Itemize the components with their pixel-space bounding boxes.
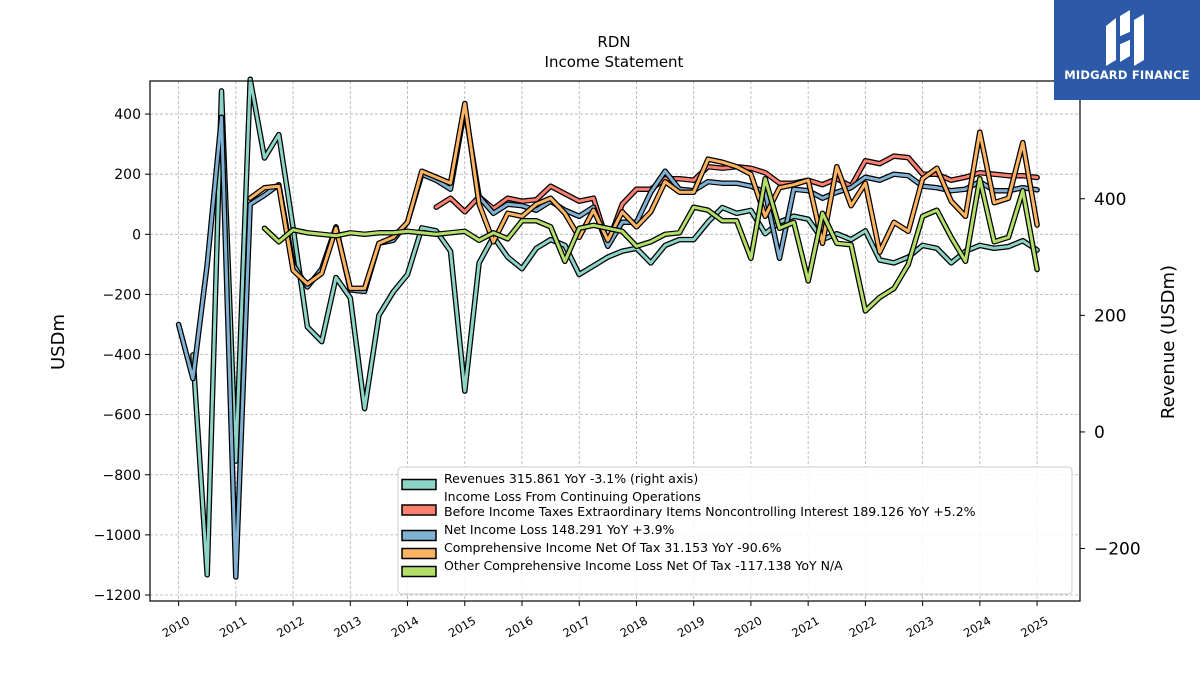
series-line-4 <box>263 177 1039 313</box>
x-tick-label: 2016 <box>503 613 535 640</box>
series-line-3 <box>248 102 1039 290</box>
y-tick-label: −800 <box>103 468 141 484</box>
y-tick-label: −600 <box>103 408 141 424</box>
plot-frame <box>149 80 1081 602</box>
x-tick-label: 2012 <box>274 613 306 640</box>
y-tick-label: 200 <box>114 167 141 183</box>
x-tick-label: 2011 <box>217 613 249 640</box>
x-tick-label: 2019 <box>675 613 707 640</box>
y-tick-label: −200 <box>103 287 141 303</box>
x-tick-label: 2013 <box>331 613 363 640</box>
y-tick-label: 0 <box>132 227 141 243</box>
y-right-tick-label: 200 <box>1094 306 1126 326</box>
logo-mark-icon <box>1106 10 1144 66</box>
x-tick-label: 2010 <box>160 613 192 640</box>
y-right-tick-label: −200 <box>1094 540 1141 560</box>
legend-label-0: Revenues 315.861 YoY -3.1% (right axis) <box>444 471 698 486</box>
legend-swatch-1 <box>401 504 437 516</box>
x-tick-label: 2020 <box>732 613 764 640</box>
x-tick-label: 2017 <box>560 613 592 640</box>
series-lines <box>175 76 1040 580</box>
y-tick-label: −1000 <box>94 528 141 544</box>
x-tick-label: 2014 <box>389 613 421 640</box>
legend-swatch-2 <box>401 529 437 542</box>
legend-label-1: Before Income Taxes Extraordinary Items … <box>444 504 976 519</box>
x-tick-label: 2022 <box>847 613 879 640</box>
y-tick-label: −1200 <box>94 588 141 604</box>
y-right-tick-label: 0 <box>1094 423 1105 443</box>
series-line-0 <box>191 77 1039 577</box>
x-tick-label: 2021 <box>789 613 821 640</box>
legend-label-4: Other Comprehensive Income Loss Net Of T… <box>444 558 843 573</box>
x-tick-label: 2025 <box>1018 613 1050 640</box>
logo-text: MIDGARD FINANCE <box>1064 68 1190 82</box>
y-tick-label: −400 <box>103 348 141 364</box>
legend-swatch-0 <box>401 478 437 491</box>
legend-label-2: Net Income Loss 148.291 YoY +3.9% <box>444 522 675 537</box>
y-right-tick-label: 400 <box>1094 190 1126 210</box>
midgard-finance-logo: MIDGARD FINANCE <box>1054 0 1200 100</box>
y-axis-label-left: USDm <box>48 314 69 370</box>
chart-title: RDN <box>597 33 630 51</box>
x-tick-label: 2024 <box>961 613 993 640</box>
legend-swatch-3 <box>401 547 437 560</box>
x-tick-label: 2015 <box>446 613 478 640</box>
grid <box>150 81 1080 601</box>
legend-label-3: Comprehensive Income Net Of Tax 31.153 Y… <box>444 540 782 555</box>
legend-box <box>397 466 1073 595</box>
legend-swatch-4 <box>401 565 437 578</box>
chart-subtitle: Income Statement <box>545 53 684 71</box>
x-tick-label: 2018 <box>618 613 650 640</box>
legend-label-1: Income Loss From Continuing Operations <box>444 489 701 504</box>
x-tick-label: 2023 <box>904 613 936 640</box>
y-tick-label: 400 <box>114 107 141 123</box>
legend: Revenues 315.861 YoY -3.1% (right axis) I… <box>397 466 1073 595</box>
y-axis-label-right: Revenue (USDm) <box>1158 265 1179 419</box>
axes: 4002000−200−400−600−800−1000−12006004002… <box>94 73 1141 640</box>
